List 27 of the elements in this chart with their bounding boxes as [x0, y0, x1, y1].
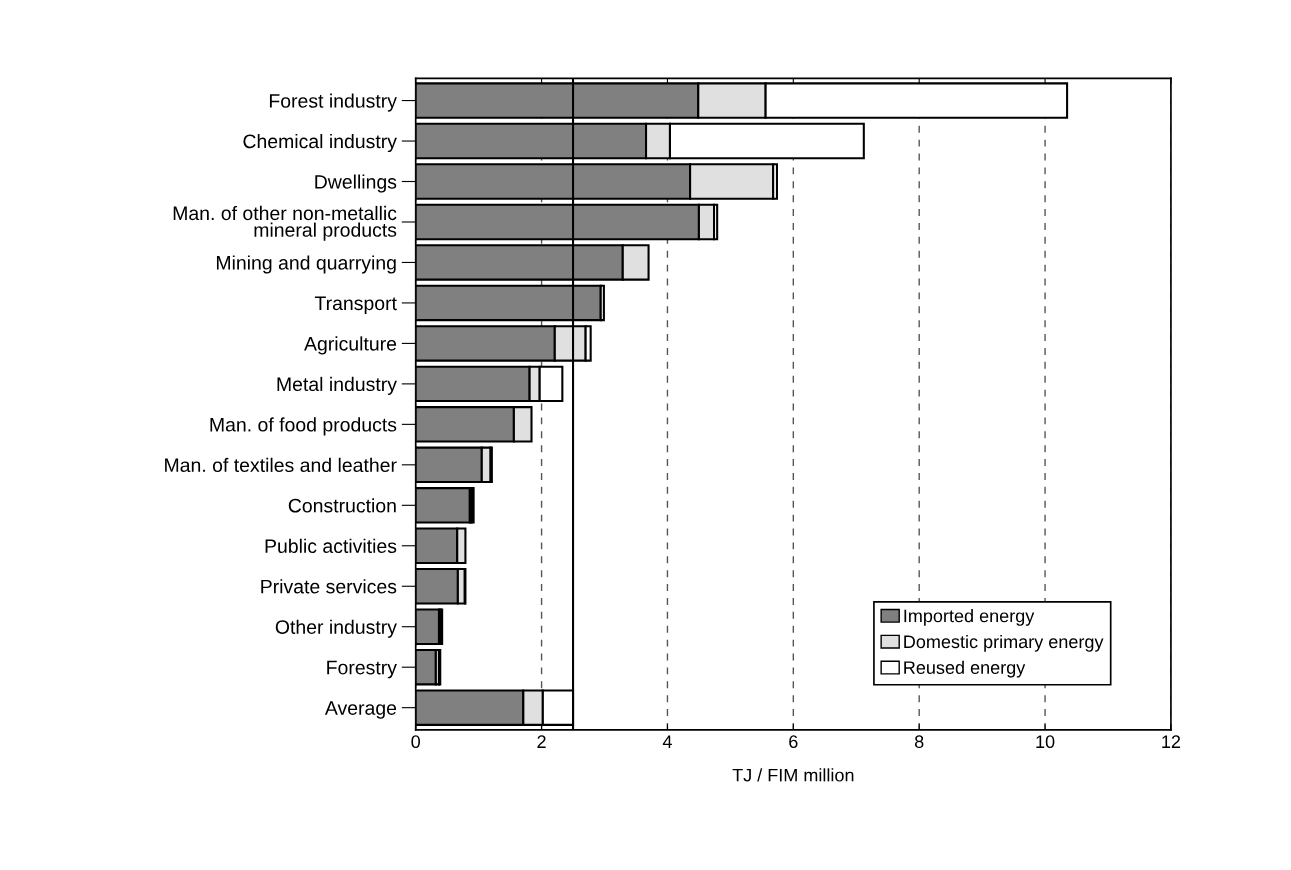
x-tick-label: 10 [1036, 735, 1055, 749]
x-tick-label: 6 [789, 735, 798, 749]
legend-label: Reused energy [904, 660, 1026, 678]
y-tick-label: Construction [288, 498, 396, 513]
x-tick-label: 2 [537, 735, 546, 748]
y-tick-label: Transport [314, 296, 397, 315]
x-tick-label: 12 [1162, 735, 1181, 748]
y-tick-label: Man. of food products [210, 417, 397, 436]
x-tick-label: 0 [411, 735, 421, 749]
y-tick-label: Other industry [275, 619, 397, 638]
y-tick-label: Metal industry [277, 376, 397, 395]
y-tick-label: Public activities [265, 538, 397, 554]
legend-label: Imported energy [904, 609, 1035, 626]
y-tick-label: Forestry [327, 660, 397, 679]
y-tick-label: Mining and quarrying [216, 255, 396, 274]
y-tick-label: Agriculture [304, 336, 397, 355]
y-tick-label: Chemical industry [243, 133, 397, 153]
x-tick-label: 8 [914, 735, 924, 749]
y-tick-label: Man. of other non-metallic mineral products [173, 205, 397, 241]
y-tick-label: Average [324, 701, 397, 719]
y-tick-label: Man. of textiles and leather [165, 457, 397, 473]
y-tick-label: Private services [261, 579, 397, 594]
legend-label: Domestic primary energy [904, 634, 1104, 652]
y-tick-label: Forest industry [269, 93, 397, 112]
x-tick-label: 4 [662, 735, 672, 748]
y-tick-label: Dwellings [315, 174, 397, 193]
x-axis-title: TJ / FIM million [732, 768, 854, 782]
